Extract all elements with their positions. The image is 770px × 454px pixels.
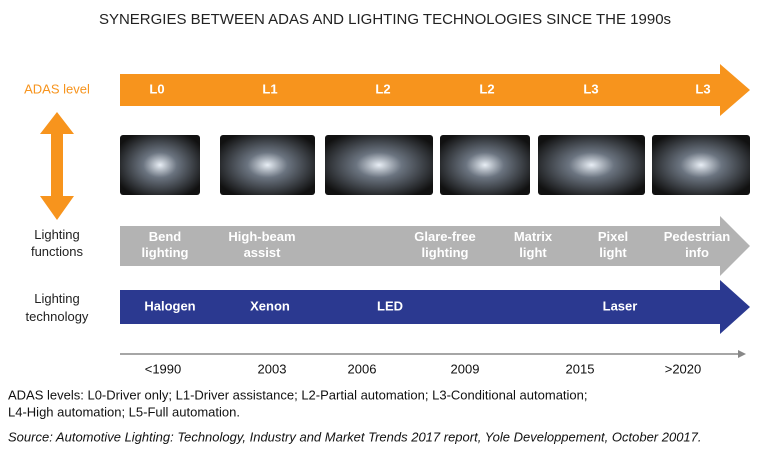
function-label: Pixel light — [598, 229, 628, 260]
timeline-label: 2009 — [451, 361, 480, 376]
adas-level: L3 — [695, 81, 710, 96]
timeline-arrowhead — [738, 350, 746, 358]
function-line: Pixel — [598, 229, 628, 244]
adas-level: L0 — [149, 81, 164, 96]
functions-arrow — [120, 216, 750, 276]
photos — [120, 135, 750, 195]
technology-label: Laser — [603, 298, 638, 313]
function-line: Pedestrian — [664, 229, 731, 244]
function-line: Glare-free — [414, 229, 475, 244]
note: ADAS levels: L0-Driver only; L1-Driver a… — [8, 387, 588, 402]
photo — [220, 135, 315, 195]
photo — [120, 135, 200, 195]
technology-label: Lighting technology — [26, 291, 89, 324]
timeline-label: 2015 — [566, 361, 595, 376]
adas-label: ADAS level — [24, 81, 90, 96]
technology-arrow — [120, 280, 750, 334]
function-label: Pedestrian info — [664, 229, 731, 260]
source: Source: Automotive Lighting: Technology,… — [8, 429, 702, 444]
function-line: assist — [244, 245, 282, 260]
function-label: High-beam assist — [228, 229, 295, 260]
photo — [440, 135, 530, 195]
function-line: High-beam — [228, 229, 295, 244]
timeline-label: 2003 — [258, 361, 287, 376]
technology-label: LED — [377, 298, 403, 313]
adas-level: L3 — [583, 81, 598, 96]
function-line: Bend — [149, 229, 182, 244]
timeline-label: >2020 — [665, 361, 702, 376]
vertical-arrow — [40, 112, 74, 220]
photo — [652, 135, 750, 195]
function-line: light — [519, 245, 547, 260]
function-line: Matrix — [514, 229, 553, 244]
title: SYNERGIES BETWEEN ADAS AND LIGHTING TECH… — [99, 11, 671, 28]
timeline-label: 2006 — [348, 361, 377, 376]
function-label: Bend lighting — [142, 229, 189, 260]
function-line: lighting — [142, 245, 189, 260]
technology-label: Halogen — [144, 298, 195, 313]
function-line: lighting — [422, 245, 469, 260]
timeline-label: <1990 — [145, 361, 182, 376]
photo — [325, 135, 433, 195]
adas-level: L1 — [262, 81, 277, 96]
function-label: Glare-free lighting — [414, 229, 475, 260]
note: L4-High automation; L5-Full automation. — [8, 404, 240, 419]
adas-arrow — [120, 64, 750, 116]
adas-level: L2 — [479, 81, 494, 96]
photo — [538, 135, 645, 195]
adas-level: L2 — [375, 81, 390, 96]
technology-label: Xenon — [250, 298, 290, 313]
function-line: light — [599, 245, 627, 260]
functions-label: Lighting functions — [31, 227, 84, 259]
function-line: info — [685, 245, 709, 260]
function-label: Matrix light — [514, 229, 553, 260]
